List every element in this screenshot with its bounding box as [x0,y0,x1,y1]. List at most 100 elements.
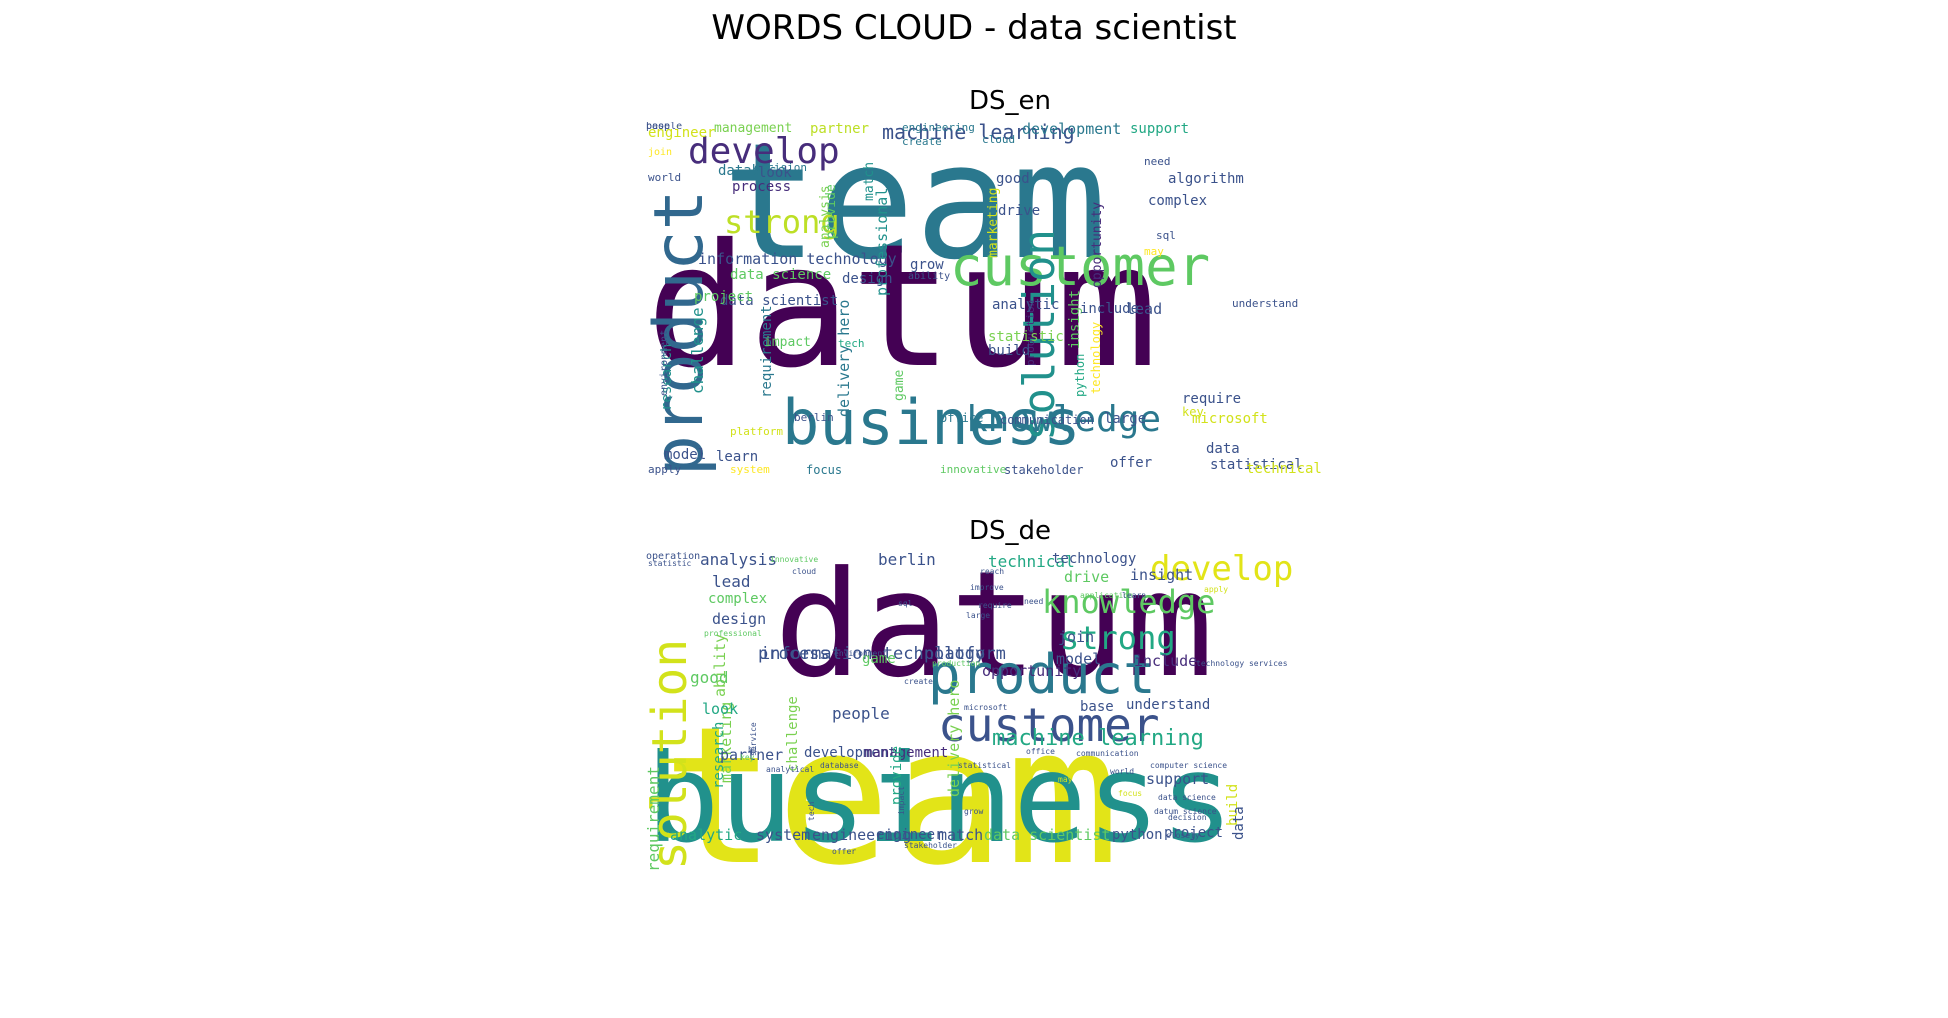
word-analytic: analytic [670,826,743,844]
word-stakeholder: stakeholder [904,841,957,850]
word-platform: platform [730,425,783,438]
word-datum: datum [774,552,1214,710]
word-analytic: analytic [992,297,1060,313]
word-tech: tech [838,337,865,350]
word-delivery-hero: delivery hero [835,299,853,417]
word-key: key [1182,405,1204,419]
word-statistic: statistic [648,559,692,568]
word-key: key [740,753,755,762]
word-decision: decision [754,161,807,174]
word-engineering: engineering [812,826,912,844]
word-technology-services: technology services [1196,659,1288,668]
cloud-title-de: DS_de [968,516,1052,546]
word-require: require [978,601,1012,610]
word-data-scientist: data scientist [720,293,839,309]
word-learn: learn [1122,591,1147,600]
word-data: data [1206,441,1240,457]
word-environment: environment [834,649,887,658]
word-may: may [1144,245,1164,258]
word-apply: apply [1204,585,1229,594]
word-need: need [1144,155,1171,168]
word-statistical: statistical [958,761,1011,770]
word-berlin: berlin [878,552,936,569]
word-machine-learning: machine learning [882,122,1075,144]
word-communication: communication [1076,749,1139,758]
word-lead: lead [712,572,751,591]
word-management: management [714,122,793,136]
word-professional: professional [704,629,762,638]
word-apply: apply [648,463,682,476]
word-statistical: statistical [1210,457,1303,473]
word-join: join [648,147,673,158]
word-develop: develop [1150,552,1294,589]
word-platform: platform [924,644,1006,664]
word-look: look [702,700,739,718]
word-people: people [832,704,890,723]
word-communication: communication [1000,413,1094,427]
word-may: may [1058,775,1073,784]
word-base: base [646,122,671,132]
word-product: product [928,643,1156,706]
word-match: match [938,826,984,844]
word-drive: drive [1064,568,1110,586]
word-database: database [718,163,786,179]
word-impact: impact [764,335,811,350]
word-match: match [862,161,877,201]
word-algorithm: algorithm [1168,171,1244,187]
word-team: team [722,122,1108,295]
word-offer: offer [832,847,857,856]
word-machine-learning: machine learning [992,726,1204,751]
word-focus: focus [1118,789,1143,798]
word-innovative: innovative [770,555,819,564]
word-database: database [820,761,859,770]
word-grow: grow [964,807,984,816]
word-application: application [1080,591,1133,600]
word-engineering: engineering [902,122,975,134]
word-improve: improve [970,583,1004,592]
word-project: project [694,289,754,305]
word-technical: technical [988,552,1075,571]
word-process: process [758,644,830,664]
word-include: include [1134,652,1198,670]
word-insight: insight [1067,289,1083,349]
word-develop: develop [688,131,840,172]
word-stakeholder: stakeholder [1004,463,1084,476]
word-ability: ability [711,633,729,697]
word-business: business [782,386,1081,459]
word-complex: complex [1148,193,1208,209]
word-support: support [1130,122,1190,137]
word-delivery-hero: delivery hero [945,679,963,797]
word-require: require [1182,391,1242,407]
word-decision: decision [1168,813,1207,822]
word-information-technology: information technology [760,644,986,664]
word-model: model [1056,650,1102,668]
word-include: include [1080,301,1140,317]
word-cloud: cloud [982,133,1016,146]
word-team: team [662,686,1120,906]
word-office: office [1026,747,1055,756]
word-build: build [988,343,1031,359]
word-microsoft: microsoft [964,703,1008,712]
word-requirement: requirement [646,765,663,872]
word-development: development [804,745,897,761]
word-analytical: analytical [766,765,815,774]
word-business: business [646,728,1234,870]
word-marketing: marketing [986,187,1001,259]
word-engineer: engineer [876,827,944,843]
word-cloud-de: team datum business product customer solution… [646,552,1360,906]
word-drive: drive [998,203,1041,219]
word-design: design [712,610,767,628]
word-datum-science: datum science [1154,807,1217,816]
word-technical: technical [1246,461,1322,476]
word-cloud: cloud [792,567,817,576]
word-sql: sql [1156,229,1176,242]
word-complex: complex [708,591,768,607]
word-microsoft: microsoft [1192,411,1268,427]
word-management: management [864,745,949,761]
word-strong: strong [1060,619,1176,657]
word-cloud-en: team datum business customer product solution… [646,122,1360,476]
word-join: join [1058,628,1095,646]
word-world: world [1110,767,1135,776]
word-large: large [1104,411,1147,427]
word-python: python [1112,827,1163,843]
